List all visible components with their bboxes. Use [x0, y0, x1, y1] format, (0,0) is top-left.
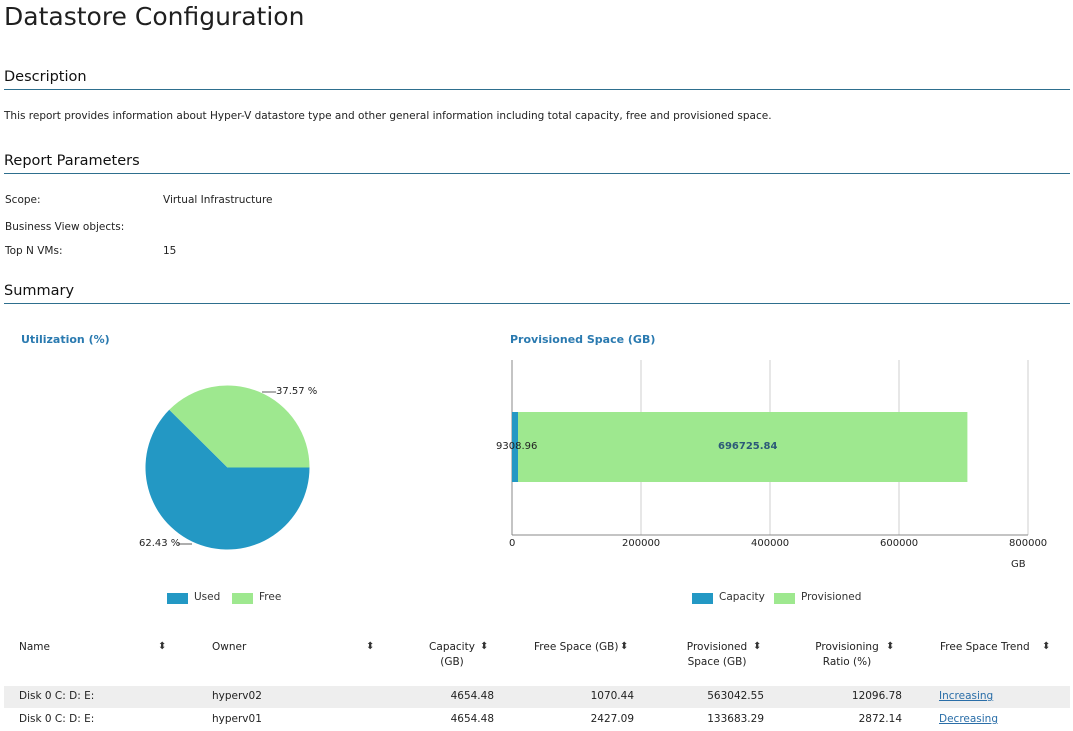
bar-label-provisioned: 696725.84 [718, 441, 778, 452]
sort-icon[interactable]: ⬍ [753, 641, 762, 652]
sort-icon[interactable]: ⬍ [366, 641, 375, 652]
legend-swatch-free [232, 593, 253, 604]
bar-label-capacity: 9308.96 [496, 441, 538, 452]
legend-label-free: Free [259, 591, 282, 603]
section-divider [4, 173, 1070, 174]
legend-swatch-provisioned [774, 593, 795, 604]
sort-icon[interactable]: ⬍ [158, 641, 167, 652]
cell-free-space: 2427.09 [590, 713, 634, 725]
legend-swatch-capacity [692, 593, 713, 604]
column-header-capacity-line1: Capacity [429, 641, 475, 653]
x-tick-label: 400000 [751, 538, 790, 549]
legend-label-used: Used [194, 591, 221, 603]
column-header-provisioned-line1: Provisioned [686, 641, 748, 653]
legend-swatch-used [167, 593, 188, 604]
param-label-business-view: Business View objects: [5, 221, 125, 233]
cell-provisioning-ratio: 12096.78 [851, 690, 902, 702]
description-heading: Description [4, 69, 87, 85]
param-value-top-n: 15 [163, 245, 177, 257]
x-axis-label: GB [1011, 559, 1026, 570]
column-header-capacity-line2: (GB) [440, 656, 464, 668]
pie-label-used: 62.43 % [139, 538, 181, 549]
legend-label-capacity: Capacity [719, 591, 765, 603]
cell-owner: hyperv02 [212, 690, 262, 702]
summary-heading: Summary [4, 283, 75, 299]
cell-capacity: 4654.48 [450, 690, 494, 702]
cell-name: Disk 0 C: D: E: [19, 690, 95, 702]
column-header-free-space[interactable]: Free Space (GB) [534, 641, 619, 653]
column-header-provisioned-space[interactable]: Provisioned Space (GB) [683, 640, 751, 670]
provisioned-bar-chart [511, 360, 1029, 536]
page-title: Datastore Configuration [4, 2, 305, 31]
trend-link[interactable]: Decreasing [939, 713, 999, 725]
column-header-provisioning-ratio[interactable]: Provisioning Ratio (%) [811, 640, 883, 670]
sort-icon[interactable]: ⬍ [886, 641, 895, 652]
bar-capacity [512, 412, 519, 482]
column-header-owner[interactable]: Owner [212, 641, 247, 653]
x-tick-label: 600000 [880, 538, 919, 549]
param-value-scope: Virtual Infrastructure [163, 194, 273, 206]
sort-icon[interactable]: ⬍ [1042, 641, 1051, 652]
report-parameters-heading: Report Parameters [4, 153, 140, 169]
cell-provisioning-ratio: 2872.14 [858, 713, 902, 725]
param-label-scope: Scope: [5, 194, 41, 206]
bar-provisioned [518, 412, 968, 482]
section-divider [4, 89, 1070, 90]
column-header-capacity[interactable]: Capacity (GB) [429, 640, 475, 670]
sort-icon[interactable]: ⬍ [480, 641, 489, 652]
cell-capacity: 4654.48 [450, 713, 494, 725]
utilization-pie-chart [145, 385, 310, 550]
cell-owner: hyperv01 [212, 713, 262, 725]
cell-provisioned-space: 563042.55 [707, 690, 764, 702]
pie-label-free: 37.57 % [276, 386, 318, 397]
x-tick-label: 200000 [622, 538, 661, 549]
description-text: This report provides information about H… [4, 110, 772, 122]
column-header-ratio-line2: Ratio (%) [822, 656, 872, 668]
section-divider [4, 303, 1070, 304]
x-tick-label: 0 [509, 538, 516, 549]
param-label-top-n: Top N VMs: [5, 245, 63, 257]
cell-name: Disk 0 C: D: E: [19, 713, 95, 725]
column-header-provisioned-line2: Space (GB) [687, 656, 747, 668]
cell-provisioned-space: 133683.29 [707, 713, 764, 725]
column-header-ratio-line1: Provisioning [815, 641, 879, 653]
table-row: Disk 0 C: D: E: hyperv02 4654.48 1070.44… [4, 686, 1070, 708]
cell-free-space: 1070.44 [590, 690, 634, 702]
provisioned-chart-title: Provisioned Space (GB) [510, 333, 656, 346]
legend-label-provisioned: Provisioned [801, 591, 862, 603]
pie-slice-used [145, 409, 310, 550]
column-header-free-space-trend[interactable]: Free Space Trend [940, 641, 1030, 653]
pie-slice-free [169, 385, 310, 468]
column-header-name[interactable]: Name [19, 641, 50, 653]
sort-icon[interactable]: ⬍ [620, 641, 629, 652]
trend-link[interactable]: Increasing [939, 690, 994, 702]
table-row: Disk 0 C: D: E: hyperv01 4654.48 2427.09… [4, 709, 1070, 731]
utilization-chart-title: Utilization (%) [21, 333, 110, 346]
x-tick-label: 800000 [1009, 538, 1048, 549]
